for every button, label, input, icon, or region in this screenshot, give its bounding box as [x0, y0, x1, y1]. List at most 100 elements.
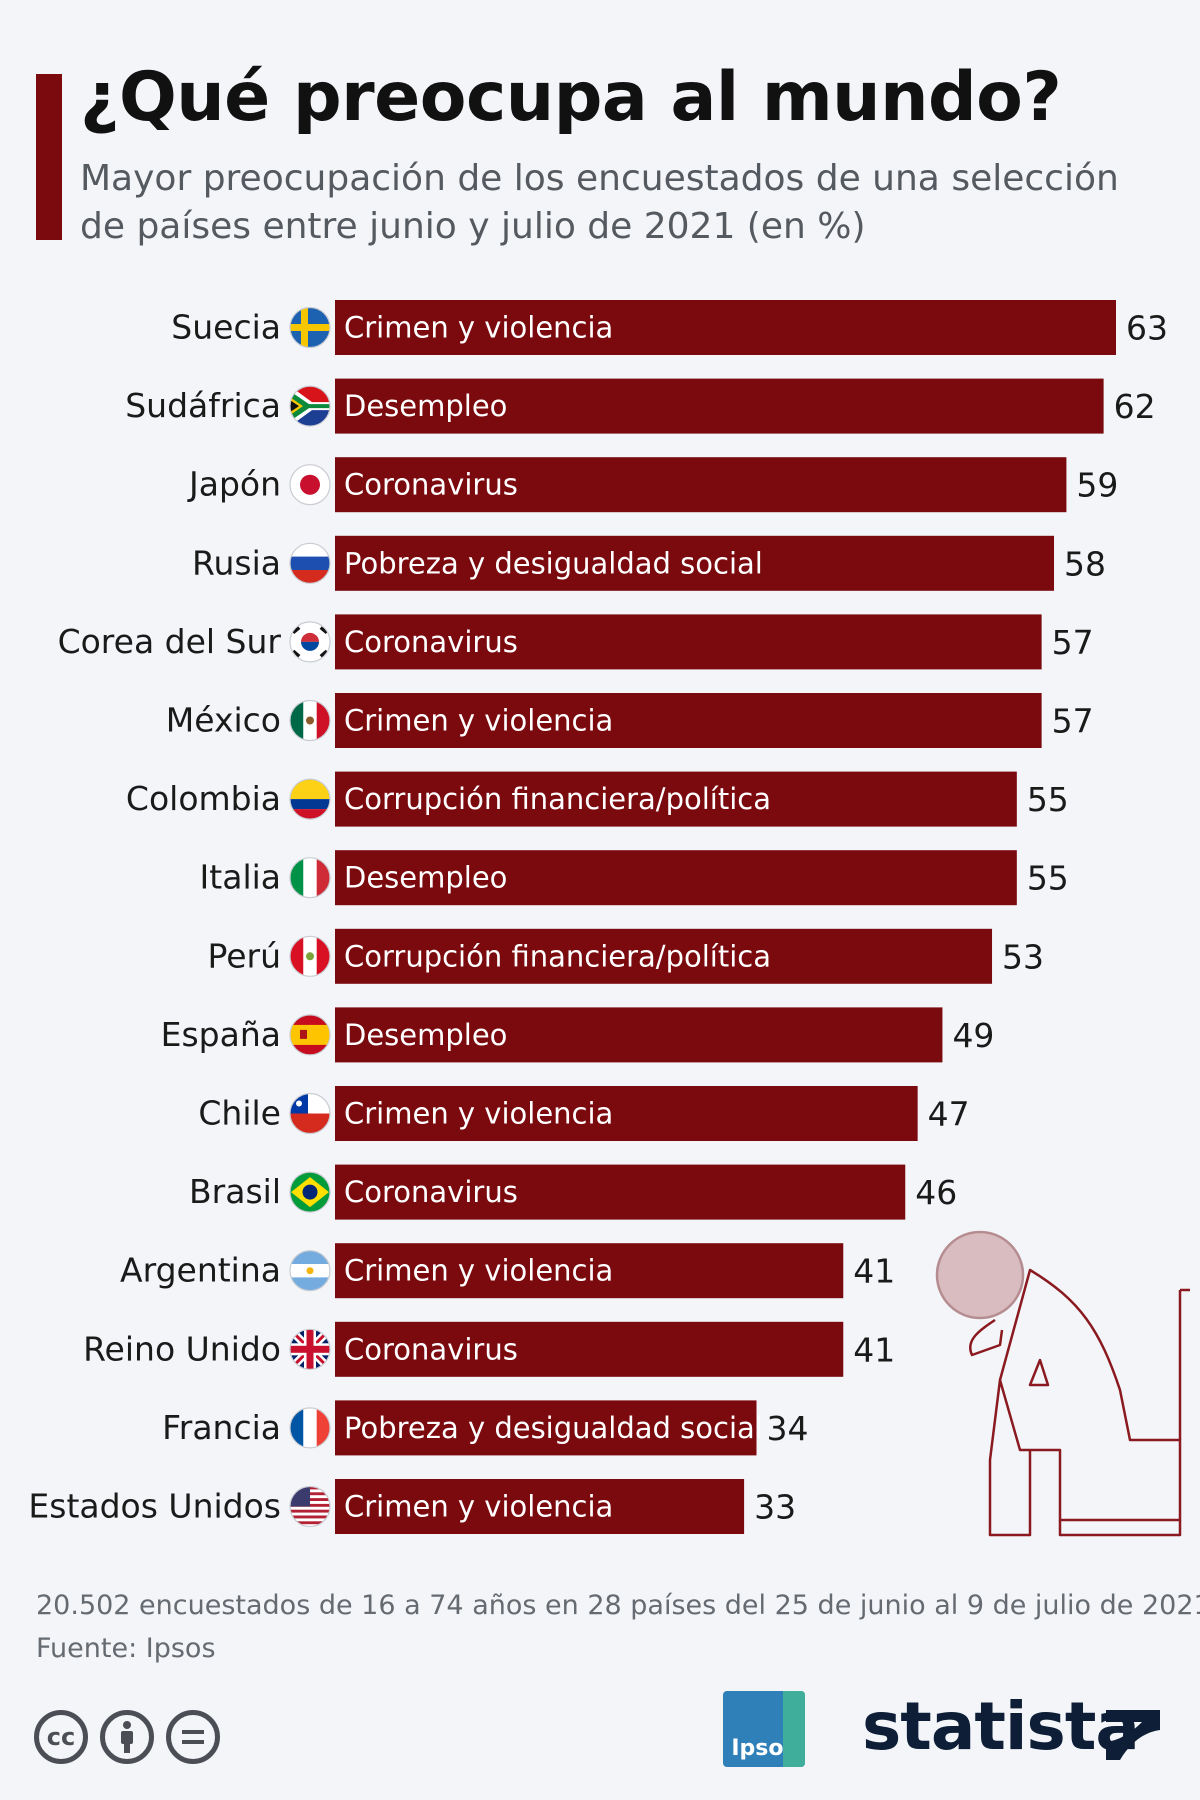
bar-row: Reino Unido Coronavirus 41: [83, 1321, 895, 1377]
category-label: Francia: [162, 1408, 281, 1447]
value-label: 41: [853, 1330, 895, 1369]
bar-row: Suecia Crimen y violencia 63: [171, 300, 1168, 355]
category-label: Chile: [198, 1094, 281, 1133]
statista-logo-mark-icon: [1106, 1710, 1160, 1760]
value-label: 53: [1002, 937, 1044, 976]
bar-label: Pobreza y desigualdad social: [344, 546, 763, 580]
chile-flag-icon: [289, 1092, 331, 1135]
category-label: Argentina: [120, 1251, 281, 1290]
bar: [335, 928, 993, 984]
page-title: ¿Qué preocupa al mundo?: [80, 58, 1062, 137]
bar-label: Coronavirus: [344, 1332, 518, 1366]
bar-row: Francia Pobreza y desigualdad social 34: [162, 1400, 808, 1456]
value-label: 58: [1064, 544, 1106, 583]
bar-label: Crimen y violencia: [344, 1490, 613, 1524]
by-icon[interactable]: [100, 1710, 154, 1764]
value-label: 59: [1076, 466, 1118, 505]
bar-label: Desempleo: [344, 1018, 507, 1052]
cc-icon[interactable]: cc: [34, 1710, 88, 1764]
value-label: 55: [1027, 780, 1069, 819]
usa-flag-icon: [289, 1485, 331, 1528]
bar-label: Pobreza y desigualdad social: [344, 1411, 763, 1445]
value-label: 34: [766, 1409, 808, 1448]
bar-row: Rusia Pobreza y desigualdad social 58: [192, 535, 1106, 591]
source-note: Fuente: Ipsos: [36, 1633, 216, 1664]
sweden-flag-icon: [289, 306, 331, 349]
category-label: Japón: [187, 465, 281, 504]
category-label: México: [166, 701, 281, 740]
category-label: Estados Unidos: [28, 1487, 281, 1526]
value-label: 49: [952, 1016, 994, 1055]
bar: [335, 457, 1067, 513]
bar: [335, 1400, 757, 1456]
bar-row: Estados Unidos Crimen y violencia 33: [28, 1479, 796, 1534]
bar-label: Crimen y violencia: [344, 1097, 613, 1131]
bar-label: Crimen y violencia: [344, 704, 613, 738]
page-subtitle: Mayor preocupación de los encuestados de…: [80, 158, 1119, 247]
bar: [335, 1086, 918, 1141]
bar-row: Brasil Coronavirus 46: [189, 1164, 957, 1220]
bar-row: Sudáfrica Desempleo 62: [125, 378, 1156, 434]
value-label: 33: [754, 1488, 796, 1527]
value-label: 47: [928, 1095, 970, 1134]
ipsos-logo-accent: [783, 1691, 805, 1767]
category-label: Suecia: [171, 308, 281, 347]
value-label: 57: [1052, 623, 1094, 662]
bar-label: Desempleo: [344, 389, 507, 423]
colombia-flag-icon: [289, 778, 331, 820]
value-label: 41: [853, 1252, 895, 1291]
bar-row: Corea del Sur Coronavirus 57: [58, 614, 1094, 670]
category-label: España: [161, 1015, 281, 1054]
mexico-flag-icon: [289, 699, 331, 742]
bar-chart: Suecia Crimen y violencia 63 Sudáfrica Desem…: [28, 300, 1190, 1537]
france-flag-icon: [289, 1407, 331, 1449]
bar: [335, 1164, 906, 1220]
nd-icon[interactable]: [166, 1710, 220, 1764]
category-label: Brasil: [189, 1172, 281, 1211]
bar: [335, 300, 1116, 355]
category-label: Rusia: [192, 543, 281, 582]
category-label: Colombia: [126, 779, 281, 818]
footnote: 20.502 encuestados de 16 a 74 años en 28…: [36, 1590, 1200, 1621]
bar-label: Coronavirus: [344, 1175, 518, 1209]
bar: [335, 771, 1017, 827]
category-label: Reino Unido: [83, 1329, 281, 1368]
category-label: Perú: [207, 936, 281, 975]
bar-label: Coronavirus: [344, 625, 518, 659]
bar-label: Desempleo: [344, 861, 507, 895]
statista-logo[interactable]: statista: [862, 1688, 1140, 1765]
bar: [335, 693, 1042, 748]
bar: [335, 1243, 844, 1299]
south-africa-flag-icon: [289, 385, 331, 427]
bar-row: Chile Crimen y violencia 47: [198, 1086, 970, 1141]
bar: [335, 1479, 745, 1534]
license-icons: cc: [34, 1710, 220, 1764]
value-label: 62: [1114, 387, 1156, 426]
bar-label: Crimen y violencia: [344, 311, 613, 345]
bar: [335, 1007, 943, 1063]
bar: [335, 614, 1042, 670]
ipsos-logo[interactable]: Ipsos: [723, 1691, 805, 1767]
bar-row: Italia Desempleo 55: [200, 850, 1069, 906]
russia-flag-icon: [289, 542, 331, 584]
bar: [335, 535, 1055, 591]
bar-row: Argentina Crimen y violencia 41: [120, 1243, 895, 1299]
bar-row: México Crimen y violencia 57: [166, 693, 1094, 748]
bar-label: Crimen y violencia: [344, 1254, 613, 1288]
category-label: Italia: [200, 858, 281, 897]
bar: [335, 850, 1017, 906]
brazil-flag-icon: [289, 1171, 331, 1213]
bar-row: Japón Coronavirus 59: [187, 457, 1118, 513]
value-label: 63: [1126, 309, 1168, 348]
bar: [335, 378, 1104, 434]
value-label: 55: [1027, 859, 1069, 898]
category-label: Corea del Sur: [58, 622, 282, 661]
bar-row: Colombia Corrupción financiera/política 55: [126, 771, 1069, 827]
bar-row: España Desempleo 49: [161, 1007, 994, 1063]
spain-flag-icon: [289, 1014, 331, 1056]
value-label: 46: [915, 1173, 957, 1212]
bar-label: Corrupción financiera/política: [344, 782, 771, 816]
bar-label: Coronavirus: [344, 468, 518, 502]
value-label: 57: [1052, 702, 1094, 741]
title-accent-bar: [36, 74, 62, 240]
